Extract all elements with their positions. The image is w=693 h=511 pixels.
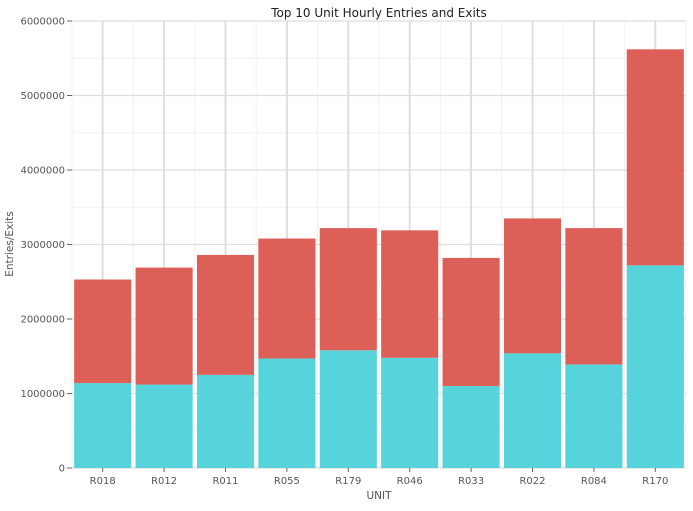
axis-layer: 0 1000000 2000000 3000000 4000000 5000000 6000… <box>20 17 668 488</box>
bar-segment-r170-1 <box>626 265 684 468</box>
bar-segment-r022-2 <box>503 218 562 354</box>
x-tick-label: R012 <box>151 476 177 487</box>
bar-segment-r055-1 <box>258 358 316 468</box>
y-axis-title: Entries/Exits <box>4 211 16 276</box>
y-tick-label: 1000000 <box>20 389 65 400</box>
x-axis-title: UNIT <box>366 490 392 502</box>
bar-segment-r022-1 <box>503 353 562 468</box>
x-tick-label: R033 <box>458 476 484 487</box>
bars-layer <box>74 49 684 468</box>
bar-segment-r046-2 <box>381 230 439 358</box>
bar-segment-r018-2 <box>74 279 132 384</box>
bar-segment-r018-1 <box>74 383 132 468</box>
x-tick-label: R022 <box>519 476 545 487</box>
x-tick-label: R179 <box>335 476 361 487</box>
bar-segment-r179-1 <box>319 350 377 468</box>
bar-segment-r055-2 <box>258 238 316 359</box>
y-tick-label: 3000000 <box>20 240 65 251</box>
x-tick-label: R046 <box>397 476 423 487</box>
y-tick-label: 4000000 <box>20 166 65 177</box>
bar-segment-r084-1 <box>565 364 623 468</box>
bar-segment-r046-1 <box>381 357 439 468</box>
bar-segment-r084-2 <box>565 228 623 365</box>
bar-segment-r012-2 <box>135 267 193 385</box>
y-tick-label: 6000000 <box>20 17 65 28</box>
x-tick-label: R170 <box>642 476 668 487</box>
bar-segment-r011-2 <box>196 254 255 375</box>
bar-segment-r011-1 <box>196 374 255 468</box>
bar-segment-r179-2 <box>319 228 377 351</box>
x-tick-label: R084 <box>581 476 607 487</box>
y-tick-label: 0 <box>59 464 65 475</box>
x-tick-label: R011 <box>212 476 238 487</box>
bar-segment-r170-2 <box>626 49 684 266</box>
x-tick-label: R018 <box>90 476 116 487</box>
y-tick-label: 5000000 <box>20 91 65 102</box>
bar-segment-r033-2 <box>442 257 500 387</box>
bar-segment-r012-1 <box>135 384 193 468</box>
bar-segment-r033-1 <box>442 386 500 468</box>
y-tick-label: 2000000 <box>20 315 65 326</box>
chart-title: Top 10 Unit Hourly Entries and Exits <box>270 6 487 20</box>
x-tick-label: R055 <box>274 476 300 487</box>
